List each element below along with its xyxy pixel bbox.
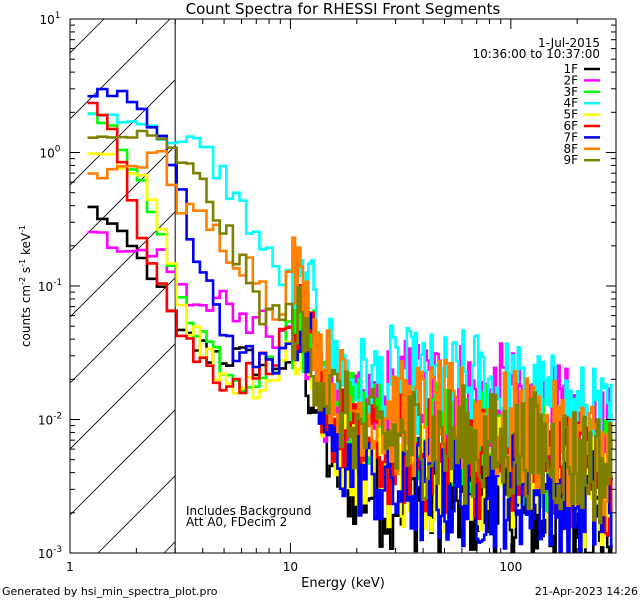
hatch-line [70,409,176,516]
x-tick-label: 100 [499,560,522,574]
y-tick-label: 101 [39,11,60,27]
legend-label-8F: 8F [563,142,578,156]
hatch-line [70,211,176,318]
hatch-line [70,19,171,120]
x-tick-label: 10 [283,560,298,574]
date-label: 1-Jul-2015 [538,36,600,50]
y-tick-label: 10-3 [38,545,62,561]
legend-label-9F: 9F [563,153,578,167]
y-tick-label: 10-2 [38,412,62,428]
chart-title: Count Spectra for RHESSI Front Segments [186,0,501,18]
footer-generated-by: Generated by hsi_min_spectra_plot.pro [2,585,218,598]
legend-label-6F: 6F [563,119,578,133]
series-9F [87,129,613,525]
annotation-background: Includes Background [186,504,311,518]
footer-timestamp: 21-Apr-2023 14:26 [535,585,638,598]
axis-tick-labels: 1 10 100 10-3 10-2 10-1 100 101 [38,11,522,574]
legend-label-7F: 7F [563,130,578,144]
y-tick-label: 100 [39,145,60,161]
annotation-attenuator: Att A0, FDecim 2 [186,515,287,529]
legend-label-2F: 2F [563,73,578,87]
axis-ticks [69,19,617,554]
hatch-line [70,79,176,186]
time-range-label: 10:36:00 to 10:37:00 [473,47,600,61]
series-8F [87,150,613,517]
legend-label-5F: 5F [563,108,578,122]
legend-label-3F: 3F [563,85,578,99]
hatch-line [70,277,176,384]
legend-label-1F: 1F [563,62,578,76]
legend-label-4F: 4F [563,96,578,110]
y-tick-label: 10-1 [38,278,62,294]
x-axis-label: Energy (keV) [301,576,385,591]
y-axis-label: counts cm-2 s-1 keV-1 [18,225,33,347]
series-layer [87,87,613,553]
x-tick-label: 1 [66,560,74,574]
